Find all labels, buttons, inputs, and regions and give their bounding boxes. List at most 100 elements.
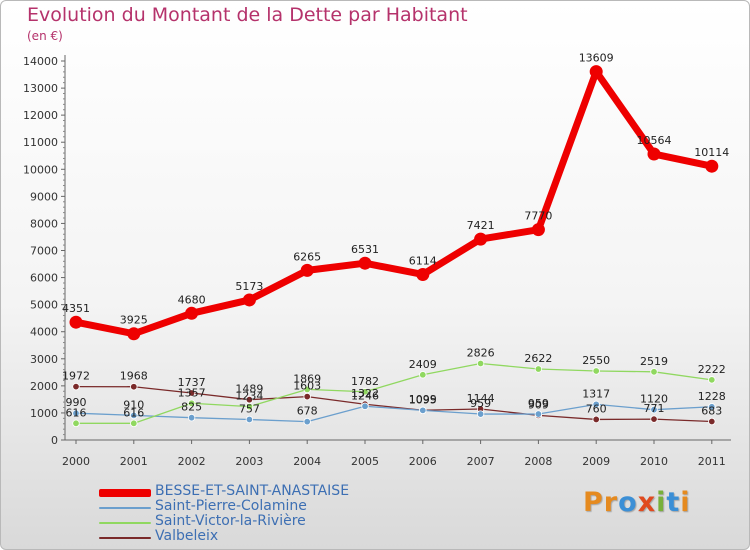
data-label: 910 [123, 398, 144, 411]
data-point [69, 315, 83, 329]
y-tick-label: 14000 [23, 55, 58, 68]
x-tick-label: 2006 [409, 455, 437, 468]
data-label: 1317 [582, 387, 610, 400]
data-point [130, 411, 138, 420]
y-tick-label: 0 [51, 434, 58, 447]
chart-title: Evolution du Montant de la Dette par Hab… [27, 4, 468, 26]
data-label: 1144 [467, 392, 495, 405]
data-label: 6531 [351, 243, 379, 256]
data-label: 6265 [293, 250, 321, 263]
legend-label: BESSE-ET-SAINT-ANASTAISE [155, 483, 350, 499]
logo-letter: i [656, 487, 667, 518]
data-point [361, 402, 369, 410]
x-tick-label: 2009 [582, 455, 610, 468]
data-point [534, 365, 543, 373]
data-label: 760 [586, 402, 607, 415]
data-point [589, 65, 603, 79]
data-label: 10114 [694, 146, 729, 159]
data-label: 1357 [178, 386, 206, 399]
data-point [245, 402, 254, 411]
data-label: 909 [528, 398, 549, 411]
data-point [419, 406, 427, 415]
data-point [130, 419, 138, 428]
data-point [650, 368, 658, 376]
data-point [474, 232, 488, 246]
y-tick-label: 12000 [23, 109, 58, 122]
data-label: 13609 [579, 52, 614, 65]
x-tick-label: 2001 [120, 455, 148, 468]
data-label: 2622 [524, 352, 552, 365]
data-point [303, 385, 311, 394]
data-point [187, 389, 196, 397]
data-point [127, 327, 141, 341]
data-point [708, 403, 716, 411]
data-point [72, 409, 80, 417]
data-point [185, 306, 199, 320]
data-label: 1228 [698, 390, 726, 403]
y-tick-label: 3000 [30, 353, 58, 366]
y-tick-label: 8000 [30, 217, 58, 230]
unit-label: (en €) [27, 29, 63, 43]
legend-swatch [99, 507, 151, 509]
data-point [705, 159, 719, 173]
data-point [358, 256, 372, 270]
data-label: 1869 [293, 372, 321, 385]
logo-letter: o [618, 487, 638, 518]
data-label: 1234 [235, 390, 263, 403]
data-label: 1489 [235, 383, 263, 396]
legend-label: Saint-Pierre-Colamine [155, 498, 307, 514]
data-label: 1968 [120, 370, 148, 383]
logo-letter: P [583, 487, 604, 518]
data-label: 771 [644, 402, 665, 415]
y-tick-label: 7000 [30, 245, 58, 258]
data-point [419, 371, 427, 379]
data-label: 1246 [351, 389, 379, 402]
data-point [187, 413, 196, 422]
y-tick-label: 9000 [30, 190, 58, 203]
data-label: 7421 [467, 219, 495, 232]
data-point [303, 417, 311, 426]
data-point [130, 383, 138, 391]
data-label: 2222 [698, 363, 726, 376]
x-tick-label: 2002 [178, 455, 206, 468]
data-point [300, 263, 314, 277]
y-tick-label: 4000 [30, 326, 58, 339]
line-chart: 0 1000 2000 3000 4000 5000 6000 7000 8000 9000 100… [23, 52, 731, 468]
x-tick-label: 2005 [351, 455, 379, 468]
series-line-2 [75, 362, 713, 424]
data-label: 2409 [409, 358, 437, 371]
data-point [72, 419, 80, 428]
data-label: 683 [701, 405, 722, 418]
data-label: 990 [66, 396, 87, 409]
data-point [187, 399, 196, 407]
data-label: 678 [297, 405, 318, 418]
y-tick-label: 13000 [23, 82, 58, 95]
data-label: 2519 [640, 355, 668, 368]
data-point [592, 415, 600, 424]
x-tick-label: 2010 [640, 455, 668, 468]
data-label: 825 [181, 401, 202, 414]
data-point [650, 405, 658, 414]
legend-swatch [99, 489, 151, 497]
legend-swatch [99, 522, 151, 524]
legend-swatch [99, 537, 151, 539]
data-point [708, 376, 716, 384]
data-point [531, 223, 545, 237]
data-label: 7770 [524, 210, 552, 223]
legend-label: Saint-Victor-la-Rivière [155, 513, 306, 529]
x-tick-label: 2008 [524, 455, 552, 468]
y-tick-label: 2000 [30, 380, 58, 393]
x-tick-label: 2000 [62, 455, 90, 468]
data-label: 4680 [178, 293, 206, 306]
data-point [303, 392, 311, 401]
y-tick-label: 6000 [30, 272, 58, 285]
x-tick-label: 2004 [293, 455, 321, 468]
data-point [72, 382, 80, 391]
data-label: 1120 [640, 393, 668, 406]
data-point [534, 410, 543, 418]
data-point [476, 410, 485, 418]
data-label: 616 [66, 406, 87, 419]
data-label: 1095 [409, 393, 437, 406]
data-label: 757 [239, 403, 260, 416]
data-label: 616 [123, 406, 144, 419]
